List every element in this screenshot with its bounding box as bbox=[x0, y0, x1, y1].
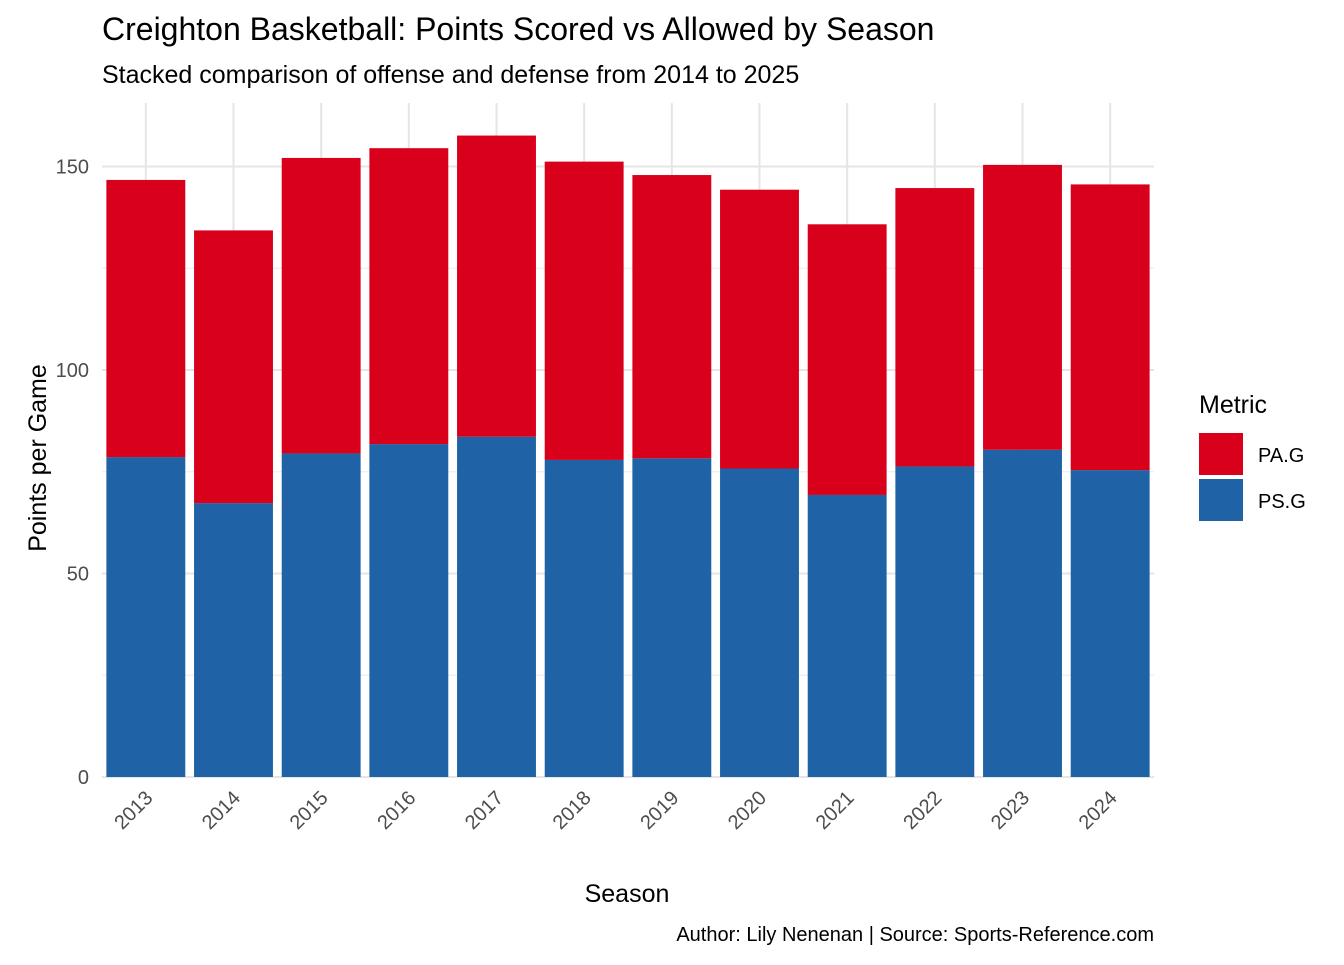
bar-pa-g-2022 bbox=[895, 188, 975, 467]
bar-ps-g-2016 bbox=[369, 444, 449, 777]
bar-ps-g-2013 bbox=[106, 457, 186, 777]
x-axis-title: Season bbox=[585, 880, 670, 908]
x-tick-label: 2015 bbox=[286, 787, 333, 834]
y-tick-label: 100 bbox=[56, 360, 89, 382]
bar-ps-g-2023 bbox=[983, 449, 1062, 777]
chart-caption: Author: Lily Nenenan | Source: Sports-Re… bbox=[676, 924, 1154, 946]
bar-pa-g-2015 bbox=[281, 157, 361, 454]
bar-ps-g-2018 bbox=[544, 459, 624, 777]
bar-pa-g-2017 bbox=[457, 135, 536, 437]
x-tick-label: 2019 bbox=[636, 787, 683, 834]
x-tick-label: 2024 bbox=[1075, 787, 1122, 834]
bar-pa-g-2023 bbox=[983, 164, 1062, 450]
bar-pa-g-2021 bbox=[807, 224, 887, 495]
legend: Metric PA.G PS.G bbox=[1199, 391, 1306, 521]
legend-label-pa-g: PA.G bbox=[1258, 445, 1304, 467]
x-axis-tick-labels: 2013 2014 2015 2016 2017 2018 2019 2020 2021 2022… bbox=[110, 787, 1121, 834]
x-tick-label: 2014 bbox=[198, 787, 245, 834]
bar-ps-g-2019 bbox=[632, 458, 712, 777]
legend-label-ps-g: PS.G bbox=[1258, 491, 1306, 513]
bar-pa-g-2018 bbox=[544, 161, 624, 460]
y-axis-title: Points per Game bbox=[24, 364, 52, 552]
legend-key-ps-g bbox=[1199, 479, 1243, 521]
bar-pa-g-2024 bbox=[1070, 184, 1150, 471]
bar-group bbox=[106, 135, 1150, 777]
x-tick-label: 2021 bbox=[812, 787, 859, 834]
legend-key-pa-g bbox=[1199, 433, 1243, 475]
x-tick-label: 2018 bbox=[549, 787, 596, 834]
legend-title: Metric bbox=[1199, 391, 1267, 419]
bar-pa-g-2019 bbox=[632, 175, 712, 459]
bar-pa-g-2020 bbox=[720, 189, 799, 469]
chart-subtitle: Stacked comparison of offense and defens… bbox=[102, 61, 799, 89]
bar-ps-g-2017 bbox=[457, 436, 536, 777]
bar-pa-g-2016 bbox=[369, 148, 449, 445]
y-axis-tick-labels: 0 50 100 150 bbox=[56, 157, 89, 790]
bar-ps-g-2020 bbox=[720, 468, 799, 777]
x-tick-label: 2020 bbox=[724, 787, 771, 834]
x-tick-label: 2022 bbox=[899, 787, 946, 834]
x-tick-label: 2017 bbox=[461, 787, 508, 834]
y-tick-label: 0 bbox=[78, 767, 89, 789]
x-tick-label: 2016 bbox=[373, 787, 420, 834]
y-tick-label: 150 bbox=[56, 157, 89, 179]
x-tick-label: 2023 bbox=[987, 787, 1034, 834]
chart-title: Creighton Basketball: Points Scored vs A… bbox=[102, 11, 934, 47]
bar-ps-g-2014 bbox=[194, 503, 273, 777]
y-tick-label: 50 bbox=[67, 564, 89, 586]
bar-ps-g-2015 bbox=[281, 453, 361, 777]
bar-pa-g-2013 bbox=[106, 179, 186, 458]
bar-ps-g-2024 bbox=[1070, 470, 1150, 777]
bar-ps-g-2022 bbox=[895, 466, 975, 777]
bar-pa-g-2014 bbox=[194, 230, 273, 504]
x-tick-label: 2013 bbox=[110, 787, 157, 834]
bar-ps-g-2021 bbox=[807, 494, 887, 777]
